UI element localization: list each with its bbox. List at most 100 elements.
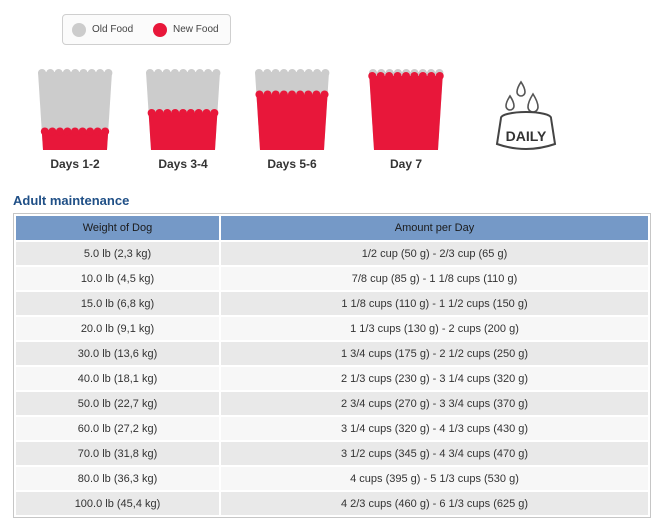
kibble-bump bbox=[410, 72, 419, 80]
table-row: 10.0 lb (4,5 kg) 7/8 cup (85 g) - 1 1/8 c… bbox=[16, 267, 648, 290]
kibble-bump bbox=[163, 109, 172, 117]
kibble-bump bbox=[170, 69, 179, 77]
weight-cell: 100.0 lb (45,4 kg) bbox=[16, 492, 219, 515]
kibble-bump bbox=[263, 90, 272, 99]
food-legend: Old Food New Food bbox=[62, 14, 231, 45]
kibble-bump bbox=[101, 127, 110, 136]
kibble-bump bbox=[38, 69, 46, 77]
kibble-bump bbox=[87, 69, 96, 77]
kibble-bump bbox=[46, 69, 55, 77]
amount-cell: 3 1/2 cups (345 g) - 4 3/4 cups (470 g) bbox=[221, 442, 648, 465]
kibble-bump bbox=[71, 127, 79, 136]
food-cup-icon bbox=[38, 69, 113, 150]
kibble-bump bbox=[155, 109, 164, 117]
kibble-bump bbox=[435, 72, 444, 80]
kibble-bump bbox=[186, 109, 195, 117]
table-row: 100.0 lb (45,4 kg) 4 2/3 cups (460 g) - 6… bbox=[16, 492, 648, 515]
cup-stage-4 bbox=[368, 66, 444, 152]
kibble-bump bbox=[48, 127, 57, 136]
new-food-fill bbox=[41, 131, 109, 150]
column-header-weight: Weight of Dog bbox=[16, 216, 219, 240]
kibble-bump bbox=[187, 69, 196, 77]
kibble-bump bbox=[313, 69, 322, 77]
new-food-fill bbox=[148, 113, 218, 150]
amount-cell: 2 1/3 cups (230 g) - 3 1/4 cups (320 g) bbox=[221, 367, 648, 390]
kibble-bump bbox=[212, 69, 221, 77]
kibble-bump bbox=[296, 90, 305, 99]
kibble-bump bbox=[93, 127, 102, 136]
weight-cell: 60.0 lb (27,2 kg) bbox=[16, 417, 219, 440]
stage-label: Days 3-4 bbox=[158, 157, 208, 171]
kibble-bump bbox=[78, 127, 87, 136]
kibble-bump bbox=[55, 127, 64, 136]
kibble-bump bbox=[418, 72, 427, 80]
food-cup-icon bbox=[146, 69, 221, 150]
table-row: 50.0 lb (22,7 kg) 2 3/4 cups (270 g) - 3 … bbox=[16, 392, 648, 415]
new-food-fill bbox=[256, 94, 328, 150]
kibble-bump bbox=[376, 72, 385, 80]
kibble-bump bbox=[210, 109, 219, 117]
table-row: 20.0 lb (9,1 kg) 1 1/3 cups (130 g) - 2 c… bbox=[16, 317, 648, 340]
kibble-bump bbox=[96, 69, 105, 77]
kibble-bump bbox=[40, 127, 49, 136]
old-food-swatch bbox=[72, 23, 86, 37]
kibble-bump bbox=[304, 69, 313, 77]
new-food-swatch bbox=[153, 23, 167, 37]
kibble-bump bbox=[279, 69, 288, 77]
column-header-amount: Amount per Day bbox=[221, 216, 648, 240]
kibble-bump bbox=[427, 72, 436, 80]
amount-cell: 3 1/4 cups (320 g) - 4 1/3 cups (430 g) bbox=[221, 417, 648, 440]
kibble-bump bbox=[171, 109, 180, 117]
kibble-bump bbox=[320, 90, 329, 99]
weight-cell: 30.0 lb (13,6 kg) bbox=[16, 342, 219, 365]
food-cup-icon bbox=[368, 69, 444, 150]
stage-label: Day 7 bbox=[389, 157, 423, 171]
kibble-bump bbox=[304, 90, 313, 99]
cup-stage-1 bbox=[37, 66, 113, 152]
kibble-bump bbox=[147, 109, 156, 117]
kibble-bump bbox=[368, 72, 377, 80]
kibble-bump bbox=[62, 69, 71, 77]
table-row: 5.0 lb (2,3 kg) 1/2 cup (50 g) - 2/3 cup … bbox=[16, 242, 648, 265]
kibble-bump bbox=[71, 69, 80, 77]
table-row: 80.0 lb (36,3 kg) 4 cups (395 g) - 5 1/3 … bbox=[16, 467, 648, 490]
kibble-bump bbox=[288, 90, 296, 99]
kibble-bump bbox=[255, 90, 264, 99]
kibble-bump bbox=[271, 90, 280, 99]
kibble-bump bbox=[321, 69, 330, 77]
kibble-bump bbox=[312, 90, 321, 99]
amount-cell: 1 1/8 cups (110 g) - 1 1/2 cups (150 g) bbox=[221, 292, 648, 315]
kibble-bump bbox=[179, 69, 188, 77]
daily-label: DAILY bbox=[506, 128, 547, 144]
weight-cell: 80.0 lb (36,3 kg) bbox=[16, 467, 219, 490]
kibble-bump bbox=[204, 69, 213, 77]
kibble-bump bbox=[255, 69, 263, 77]
kibble-bump bbox=[296, 69, 305, 77]
amount-cell: 4 2/3 cups (460 g) - 6 1/3 cups (625 g) bbox=[221, 492, 648, 515]
kibble-bump bbox=[63, 127, 72, 136]
kibble-bump bbox=[279, 90, 288, 99]
amount-cell: 4 cups (395 g) - 5 1/3 cups (530 g) bbox=[221, 467, 648, 490]
kibble-bump bbox=[288, 69, 297, 77]
weight-cell: 10.0 lb (4,5 kg) bbox=[16, 267, 219, 290]
stage-label: Days 5-6 bbox=[267, 157, 317, 171]
kibble-bump bbox=[79, 69, 88, 77]
kibble-bump bbox=[54, 69, 63, 77]
weight-cell: 5.0 lb (2,3 kg) bbox=[16, 242, 219, 265]
kibble-bump bbox=[179, 109, 187, 117]
table-row: 70.0 lb (31,8 kg) 3 1/2 cups (345 g) - 4 … bbox=[16, 442, 648, 465]
amount-cell: 1 1/3 cups (130 g) - 2 cups (200 g) bbox=[221, 317, 648, 340]
kibble-bump bbox=[385, 72, 394, 80]
weight-cell: 40.0 lb (18,1 kg) bbox=[16, 367, 219, 390]
food-cup-icon bbox=[255, 69, 330, 150]
amount-cell: 1 3/4 cups (175 g) - 2 1/2 cups (250 g) bbox=[221, 342, 648, 365]
table-header-row: Weight of Dog Amount per Day bbox=[16, 216, 648, 240]
kibble-bump bbox=[402, 72, 410, 80]
weight-cell: 20.0 lb (9,1 kg) bbox=[16, 317, 219, 340]
kibble-bump bbox=[263, 69, 272, 77]
kibble-bump bbox=[393, 72, 402, 80]
amount-cell: 1/2 cup (50 g) - 2/3 cup (65 g) bbox=[221, 242, 648, 265]
kibble-bump bbox=[271, 69, 280, 77]
feeding-table: Weight of Dog Amount per Day 5.0 lb (2,3… bbox=[13, 213, 651, 518]
kibble-bump bbox=[195, 69, 204, 77]
